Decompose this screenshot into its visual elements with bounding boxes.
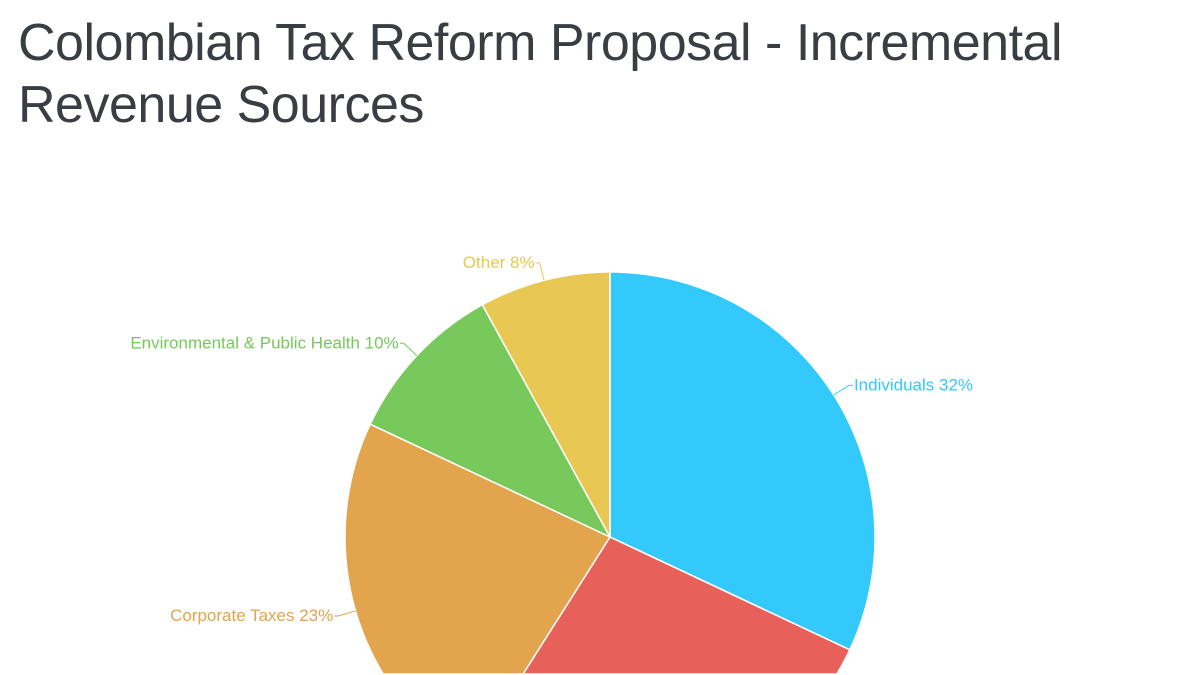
pie-slice[interactable] xyxy=(521,536,851,675)
pie-slice[interactable] xyxy=(344,423,612,675)
leader-line xyxy=(399,342,418,356)
leader-line xyxy=(334,610,356,617)
slice-label: Corporate Taxes 23% xyxy=(170,606,333,625)
leader-line xyxy=(833,384,853,396)
leader-line xyxy=(535,262,545,281)
slice-label: Other 8% xyxy=(463,253,535,272)
slice-label: Environmental & Public Health 10% xyxy=(130,333,398,352)
chart-title: Colombian Tax Reform Proposal - Incremen… xyxy=(18,14,1063,134)
pie-slice[interactable] xyxy=(481,271,611,538)
slice-label: Individuals 32% xyxy=(854,375,973,394)
pie-slice[interactable] xyxy=(369,303,612,539)
